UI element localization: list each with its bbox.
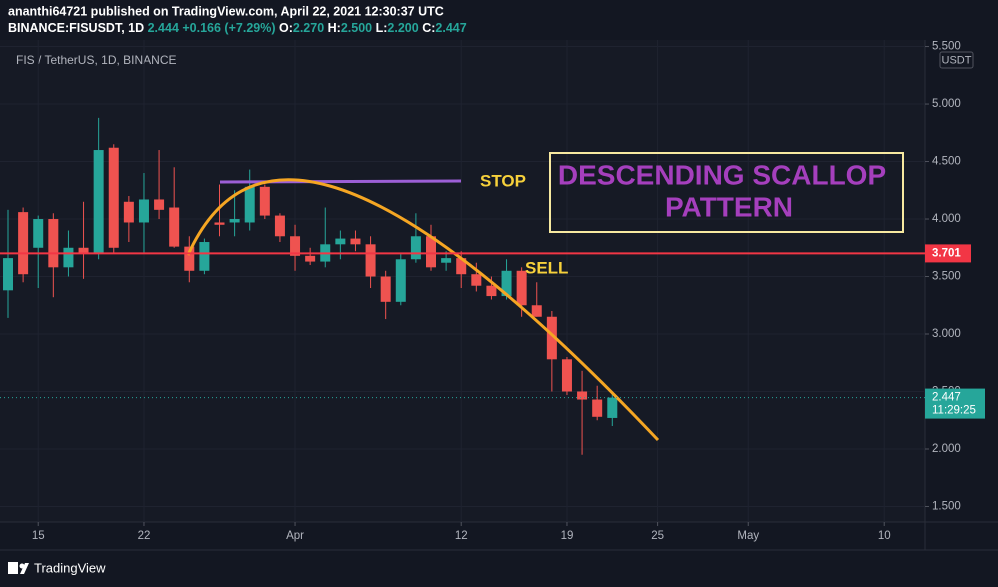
y-tick-label: 2.000 — [932, 443, 961, 455]
chart-title: FIS / TetherUS, 1D, BINANCE — [16, 53, 177, 67]
candle-body — [546, 316, 557, 360]
ohlc-value: 2.500 — [341, 21, 372, 35]
currency-badge[interactable] — [939, 51, 974, 69]
candle-body — [607, 397, 618, 418]
last-price-label: 2.447 — [932, 392, 961, 404]
candle-body — [259, 186, 270, 216]
x-tick-label: Apr — [286, 530, 304, 542]
y-tick-label: 5.500 — [932, 41, 961, 53]
currency: USDT — [942, 54, 972, 66]
candle-body — [229, 219, 240, 223]
candle-body — [471, 274, 482, 286]
publisher: ananthi64721 published on TradingView.co… — [8, 4, 444, 18]
y-tick-label: 3.500 — [932, 271, 961, 283]
candle-body — [93, 150, 104, 254]
x-tick-label: May — [737, 530, 759, 542]
candle-body — [274, 215, 285, 237]
pattern-box — [549, 152, 904, 233]
ohlc-value: 2.270 — [293, 21, 324, 35]
candle-body — [501, 270, 512, 297]
candle-body — [380, 276, 391, 302]
ohlc-label: L: — [376, 21, 388, 35]
candle-body — [365, 244, 376, 277]
plot-area — [0, 40, 925, 522]
level-badge — [925, 244, 971, 263]
x-tick-label: 25 — [651, 530, 664, 542]
stop-label: STOP — [480, 171, 526, 190]
candle-body — [395, 259, 406, 302]
candle-body — [426, 236, 437, 268]
x-tick-label: 15 — [32, 530, 45, 542]
candle-body — [154, 199, 165, 210]
candle-body — [63, 247, 74, 268]
candle-body — [561, 359, 572, 392]
y-tick-label: 4.000 — [932, 213, 961, 225]
brand-logo — [8, 562, 29, 574]
countdown: 11:29:25 — [932, 405, 976, 417]
y-tick-label: 3.000 — [932, 328, 961, 340]
candle-body — [18, 212, 29, 275]
candle-body — [456, 258, 467, 275]
candle-body — [577, 391, 588, 400]
candle-body — [244, 186, 255, 223]
candle-body — [214, 222, 225, 225]
change: +0.166 (+7.29%) — [182, 21, 275, 35]
ohlc-label: C: — [422, 21, 435, 35]
ohlc-label: H: — [328, 21, 341, 35]
candle-body — [78, 247, 89, 254]
candle-body — [138, 199, 149, 223]
ohlc-label: O: — [279, 21, 293, 35]
ohlc: O:2.270 H:2.500 L:2.200 C:2.447 — [279, 21, 467, 35]
symbol-line: BINANCE:FISUSDT, 1D 2.444 +0.166 (+7.29%… — [8, 21, 467, 35]
candle-body — [350, 238, 361, 245]
pattern-title: DESCENDING SCALLOP — [558, 159, 886, 190]
candle-body — [169, 207, 180, 247]
candle-body — [3, 258, 14, 291]
y-tick-label: 5.000 — [932, 98, 961, 110]
ohlc-value: 2.200 — [387, 21, 418, 35]
scallop-curve — [186, 178, 660, 442]
grid — [0, 40, 925, 522]
resistance-line — [219, 179, 462, 184]
x-tick-label: 12 — [455, 530, 468, 542]
y-tick-label: 1.500 — [932, 501, 961, 513]
candles — [3, 117, 618, 455]
level-label: 3.701 — [932, 247, 961, 259]
candle-body — [184, 246, 195, 271]
ohlc-value: 2.447 — [435, 21, 466, 35]
candle-body — [486, 285, 497, 297]
candle-body — [516, 270, 527, 306]
candle-body — [305, 255, 316, 262]
brand: TradingView — [34, 560, 106, 575]
candle-body — [290, 236, 301, 256]
last: 2.444 — [148, 21, 179, 35]
x-tick-label: 10 — [878, 530, 891, 542]
x-tick-label: 22 — [138, 530, 151, 542]
candle-body — [123, 201, 134, 223]
candle-body — [108, 147, 119, 248]
last-price-badge — [925, 388, 985, 419]
candle-body — [441, 258, 452, 263]
y-tick-label: 4.500 — [932, 156, 961, 168]
sell-label: SELL — [525, 258, 568, 277]
symbol: BINANCE:FISUSDT, 1D — [8, 21, 144, 35]
pattern-subtitle: PATTERN — [665, 191, 793, 222]
candle-body — [531, 305, 542, 317]
candle-body — [410, 236, 421, 260]
candle-body — [199, 242, 210, 271]
candle-body — [335, 238, 346, 245]
candle-body — [592, 399, 603, 417]
candle-body — [48, 219, 59, 268]
candle-body — [33, 219, 44, 248]
x-tick-label: 19 — [561, 530, 574, 542]
